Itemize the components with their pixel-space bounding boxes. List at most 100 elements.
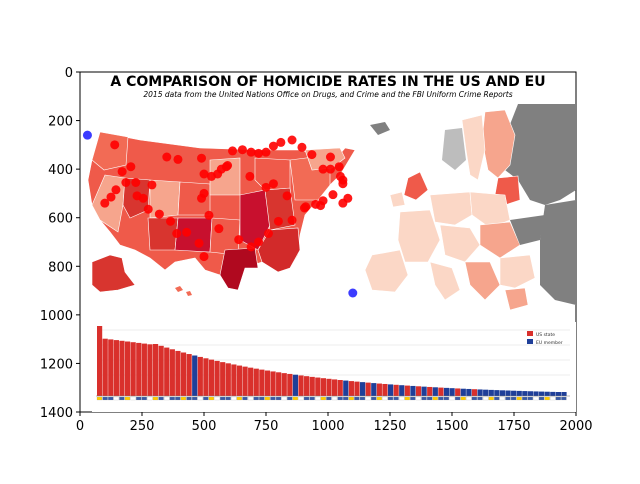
flag-icon [482, 396, 489, 401]
bar [102, 338, 108, 396]
flag-icon [315, 396, 321, 401]
x-tick-label: 250 [130, 419, 155, 434]
flag-icon [365, 396, 371, 401]
bar-inset: US state EU member [92, 322, 576, 412]
bar [382, 383, 388, 396]
scatter-point-red [199, 169, 209, 179]
flag-icon [538, 396, 545, 401]
scatter-point-red [204, 210, 214, 220]
non-eu-region [370, 122, 390, 135]
scatter-layer [82, 130, 358, 298]
flag-icon [438, 396, 444, 401]
scatter-point-red [126, 162, 136, 172]
eu-country [397, 209, 441, 263]
flag-icon [130, 396, 136, 401]
bar [320, 378, 327, 396]
figure-title: A COMPARISON OF HOMICIDE RATES IN THE US… [110, 74, 545, 90]
bar [561, 392, 567, 396]
figure-subtitle: 2015 data from the United Nations Office… [143, 90, 512, 99]
scatter-point-red [166, 216, 176, 226]
flag-icon [533, 396, 539, 401]
flag-icon [550, 396, 556, 401]
scatter-point-red [110, 140, 120, 150]
eu-country [464, 261, 501, 301]
flag-icon [354, 396, 360, 401]
bar [499, 390, 506, 396]
x-tick-label: 0 [76, 419, 84, 434]
scatter-point-red [228, 146, 238, 156]
scatter-point-red [194, 238, 204, 248]
y-tick-label: 1400 [40, 406, 73, 421]
scatter-point-red [121, 178, 131, 187]
scatter-point-red [301, 202, 311, 212]
scatter-point-red [297, 142, 307, 152]
scatter-point-red [276, 137, 286, 147]
bar [332, 379, 338, 396]
scatter-point-red [261, 147, 271, 157]
scatter-point-red [106, 192, 116, 202]
bar [287, 373, 293, 396]
scatter-point-red [328, 190, 338, 200]
flag-icon [281, 396, 287, 401]
bar [483, 389, 489, 396]
eu-country [429, 261, 461, 301]
non-eu-region [540, 200, 576, 305]
x-tick-label: 2000 [559, 419, 592, 434]
x-tick-label: 1750 [497, 419, 530, 434]
flag-icon [169, 396, 175, 401]
x-tick-label: 500 [192, 419, 217, 434]
scatter-point-red [268, 141, 278, 151]
bar [421, 386, 427, 396]
bar [253, 368, 259, 396]
bar [393, 384, 399, 396]
bar [455, 388, 461, 396]
flag-icon [147, 396, 153, 401]
bar [415, 386, 422, 396]
scatter-point-red [245, 171, 255, 181]
scatter-point-red [318, 164, 328, 174]
image-content: A COMPARISON OF HOMICIDE RATES IN THE US… [82, 74, 576, 412]
flag-icon [192, 396, 198, 401]
scatter-point-red [316, 201, 326, 211]
bar [466, 388, 472, 396]
flag-icon [275, 396, 282, 401]
bar [197, 356, 203, 396]
scatter-point-red [234, 235, 244, 245]
bar [203, 358, 209, 396]
scatter-point-red [172, 229, 182, 238]
eu-country [364, 249, 409, 293]
bar [511, 390, 517, 396]
flag-icon [460, 396, 466, 401]
flag-icon [348, 396, 354, 401]
bar [438, 387, 444, 396]
flag-icon [499, 396, 505, 401]
flag-icon [399, 396, 405, 401]
bar [152, 344, 159, 396]
bar [97, 326, 103, 396]
bar [555, 392, 562, 396]
flag-icon [477, 396, 483, 401]
bar [119, 340, 125, 396]
flag-icon [298, 396, 304, 401]
flag-icon [443, 396, 449, 401]
flag-icon [393, 396, 399, 401]
bar [427, 386, 433, 396]
bar [337, 380, 343, 396]
scatter-point-red [182, 227, 192, 237]
scatter-point-red [254, 237, 264, 247]
bar [242, 366, 248, 396]
bar [376, 383, 382, 396]
flag-icon [108, 396, 114, 401]
bar [371, 383, 377, 396]
flag-icon [516, 396, 522, 401]
scatter-point-red [131, 178, 141, 187]
flag-icon [242, 396, 248, 401]
flag-icon [225, 396, 231, 401]
bar [348, 381, 354, 396]
flag-icon [247, 396, 254, 401]
eu-country [461, 114, 486, 181]
eu-country [403, 171, 429, 201]
bar [522, 391, 528, 396]
bar [460, 388, 466, 396]
bar [550, 391, 556, 396]
